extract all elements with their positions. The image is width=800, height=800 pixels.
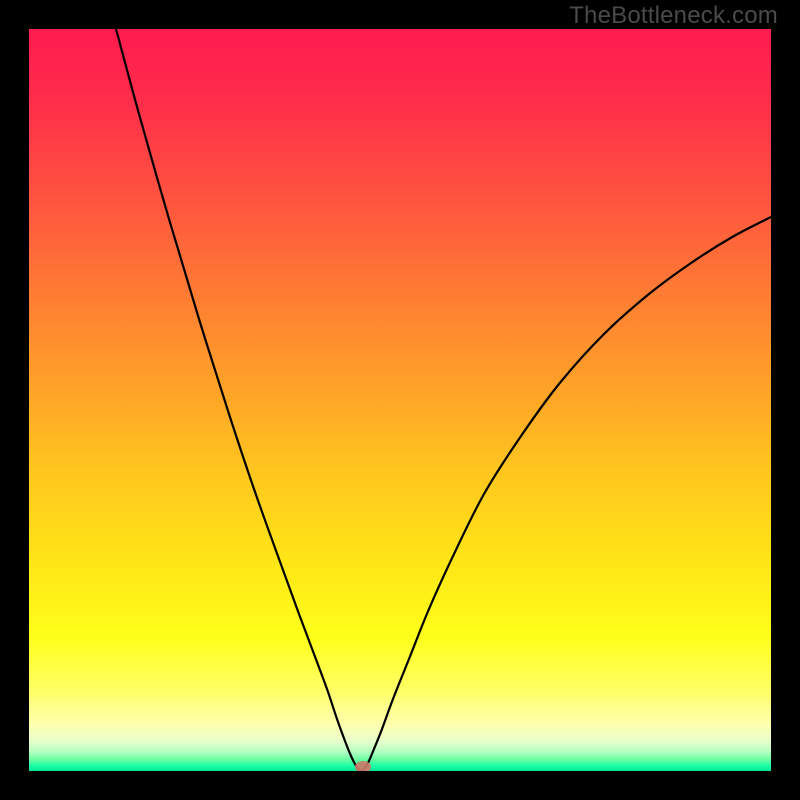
chart-frame: TheBottleneck.com <box>0 0 800 800</box>
bottleneck-curve-chart <box>29 29 771 771</box>
plot-area <box>29 29 771 771</box>
gradient-background <box>29 29 771 771</box>
watermark-text: TheBottleneck.com <box>569 2 778 30</box>
